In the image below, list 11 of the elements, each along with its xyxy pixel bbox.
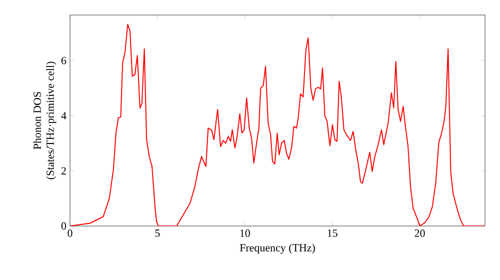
y-tick-label: 2 [61, 167, 66, 174]
x-tick-label: 15 [328, 230, 338, 237]
x-tick-label: 20 [414, 230, 425, 237]
y-tick-label: 4 [61, 112, 66, 120]
x-tick-label: 5 [155, 230, 160, 237]
x-tick-label: 10 [240, 230, 250, 237]
x-axis-title: Frequency (THz) [240, 244, 315, 254]
x-tick-label: 0 [68, 230, 72, 237]
y-tick-label: 0 [61, 222, 66, 230]
y-tick-label: 6 [61, 56, 66, 64]
y-axis-title: Phonon DOS (States/THz·primitive cell) [33, 62, 56, 180]
